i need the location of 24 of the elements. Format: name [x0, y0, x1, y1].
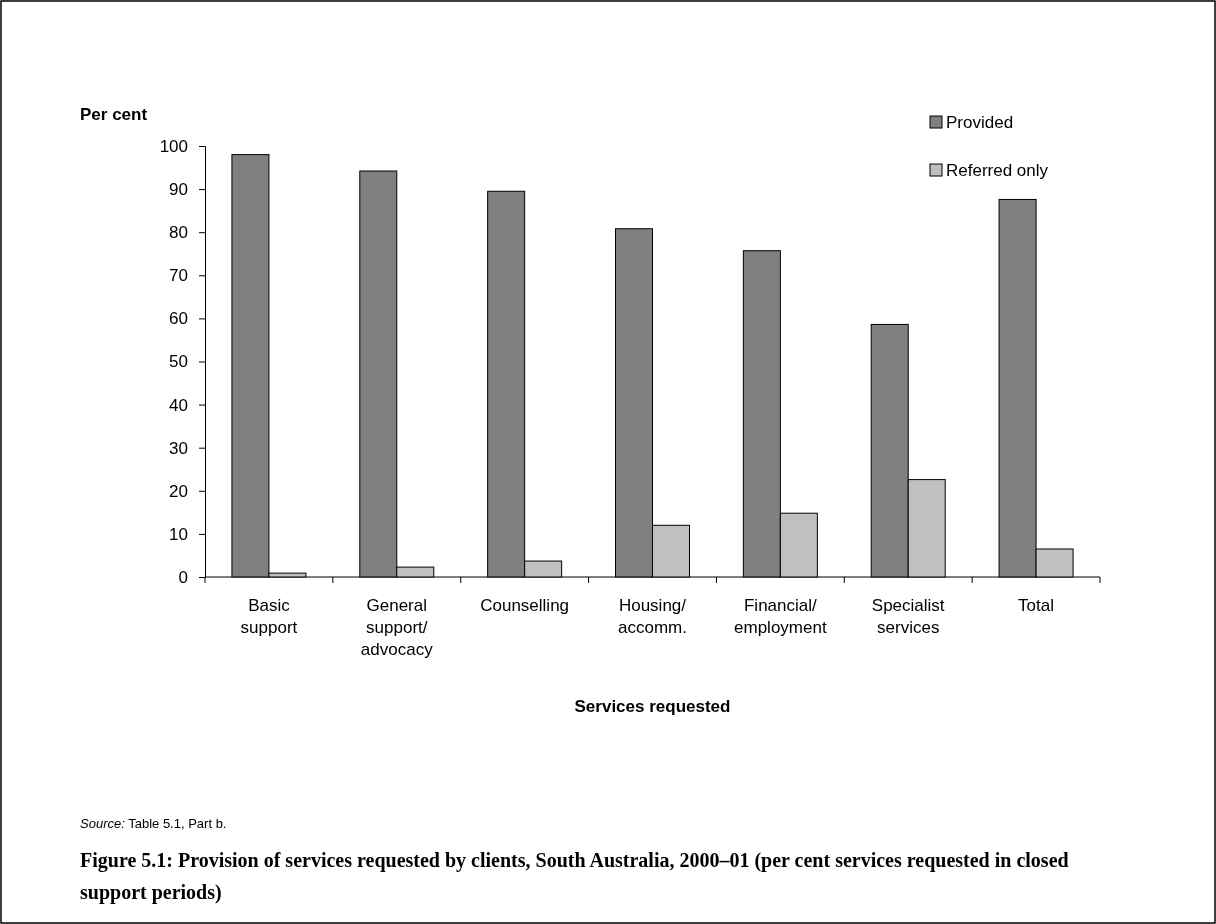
y-tick-label: 70 [169, 266, 188, 286]
y-tick-label: 60 [169, 309, 188, 329]
x-tick-label: Basic support [240, 596, 298, 638]
y-tick-label: 90 [169, 180, 188, 200]
y-tick-label: 10 [169, 524, 188, 544]
text: Figure 5.1: Provision of services requested by clients, South Australia, 2000–01 (per cent services requested in closed support periods) [80, 849, 1069, 904]
y-axis-title: Per cent [80, 105, 148, 124]
x-tick-label: Specialist services [871, 596, 945, 638]
x-axis-title: Services requested [574, 697, 731, 716]
y-tick-label: 30 [169, 438, 188, 458]
y-tick-label: 40 [169, 395, 188, 415]
x-tick-label: Financial/ employment [734, 596, 827, 638]
y-tick-label: 50 [169, 352, 188, 372]
y-tick-label: 100 [159, 136, 188, 156]
y-tick-label: 80 [169, 223, 188, 243]
x-tick-label: Counselling [480, 596, 570, 615]
y-tick-label: 20 [169, 481, 188, 501]
y-tick-label: 0 [178, 567, 188, 587]
legend-label: Referred only [946, 161, 1049, 180]
x-tick-label: Housing/ accomm. [618, 596, 687, 638]
legend-label: Provided [946, 113, 1014, 132]
source-note: Source: Table 5.1, Part b. [80, 816, 227, 831]
x-tick-label: General support/ advocacy [360, 596, 434, 660]
x-tick-label: Total [1018, 596, 1055, 615]
